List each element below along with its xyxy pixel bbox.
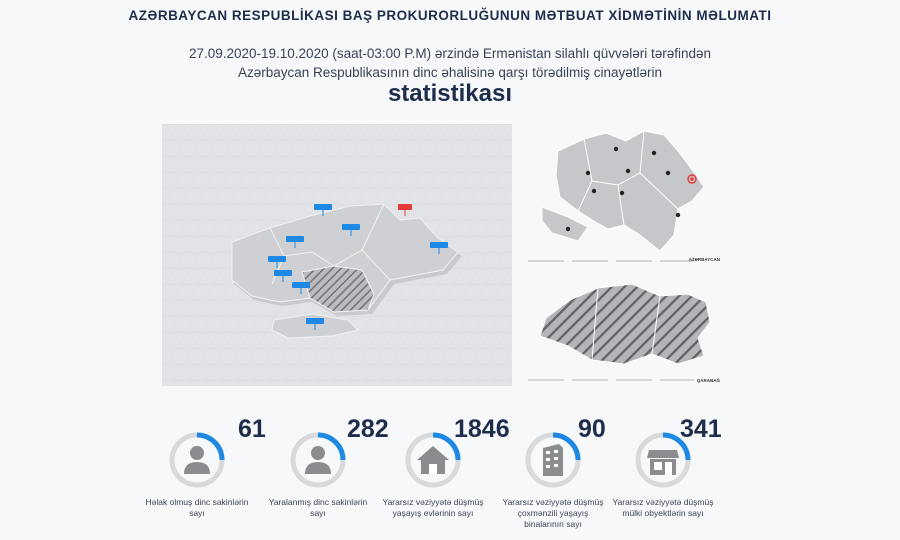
- subtitle-bold: statistikası: [387, 80, 513, 107]
- stat-label: Yararsız vəziyyətə düşmüş yaşayış evləri…: [382, 497, 484, 518]
- stat-value: 282: [347, 415, 389, 443]
- subtitle-line-2: Azərbaycan Respublikasının dinc əhalisin…: [238, 65, 662, 80]
- map-pins: [268, 204, 448, 330]
- stats-row: 61 Həlak olmuş dinc sakinlərin sayı 282 …: [0, 410, 900, 540]
- stat-killed: 61 Həlak olmuş dinc sakinlərin sayı: [146, 410, 292, 540]
- karabakh-map: [528, 283, 711, 381]
- stat-value: 90: [578, 415, 606, 443]
- azerbaijan-region: [231, 203, 459, 313]
- stat-label: Yaralanmış dinc sakinlərin sayı: [268, 497, 368, 518]
- stat-value: 341: [680, 415, 722, 443]
- stat-houses: 1846 Yararsız vəziyyətə düşmüş yaşayış e…: [383, 410, 528, 540]
- progress-ring: [635, 432, 691, 488]
- person-icon: [305, 446, 331, 474]
- main-map-panel: [162, 124, 512, 386]
- azerbaijan-map-label: AZƏRBAYCAN: [688, 257, 720, 262]
- progress-ring: [290, 432, 346, 488]
- page-title: AZƏRBAYCAN RESPUBLİKASI BAŞ PROKURORLUĞU…: [128, 8, 772, 23]
- stat-value: 1846: [454, 415, 510, 443]
- subtitle-line-1: 27.09.2020-19.10.2020 (saat-03:00 P.M) ə…: [188, 46, 712, 61]
- building-icon: [543, 444, 563, 476]
- stat-label: Həlak olmuş dinc sakinlərin sayı: [145, 497, 249, 518]
- occupied-zone: [301, 265, 375, 313]
- stat-apartments: 90 Yararsız vəziyyətə düşmüş çoxmənzili …: [503, 410, 648, 540]
- stat-value: 61: [238, 415, 266, 443]
- progress-ring: [405, 432, 461, 488]
- karabakh-map-label: QARABAĞ: [696, 378, 720, 383]
- person-icon: [184, 446, 210, 474]
- stat-label: Yararsız vəziyyətə düşmüş mülki obyektlə…: [612, 497, 714, 518]
- shop-icon: [647, 450, 679, 475]
- azerbaijan-map: [528, 130, 705, 262]
- progress-ring: [525, 432, 581, 488]
- progress-ring: [169, 432, 225, 488]
- karabakh-map-panel: QARABAĞ: [528, 280, 720, 386]
- azerbaijan-map-panel: AZƏRBAYCAN: [528, 125, 720, 273]
- stat-wounded: 282 Yaralanmış dinc sakinlərin sayı: [269, 410, 413, 540]
- stat-label: Yararsız vəziyyətə düşmüş çoxmənzili yaş…: [502, 497, 604, 529]
- stat-civil-objects: 341 Yararsız vəziyyətə düşmüş mülki obye…: [613, 410, 758, 540]
- house-icon: [417, 446, 449, 474]
- main-map: [162, 124, 512, 386]
